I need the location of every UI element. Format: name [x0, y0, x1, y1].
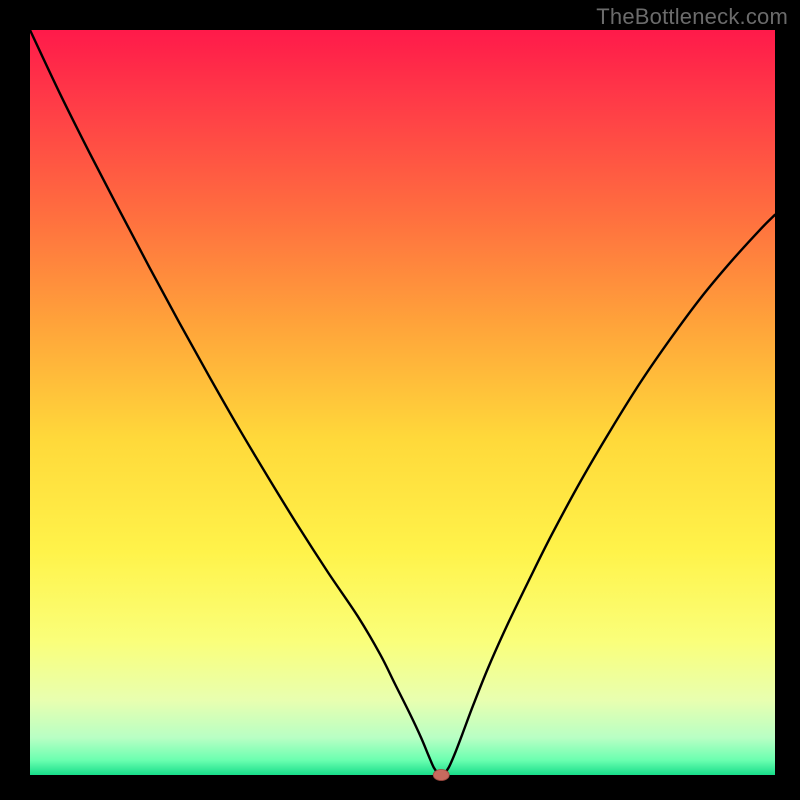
plot-background	[30, 30, 775, 775]
chart-frame: TheBottleneck.com	[0, 0, 800, 800]
bottleneck-chart	[0, 0, 800, 800]
watermark-text: TheBottleneck.com	[596, 4, 788, 30]
optimum-marker	[433, 770, 449, 781]
